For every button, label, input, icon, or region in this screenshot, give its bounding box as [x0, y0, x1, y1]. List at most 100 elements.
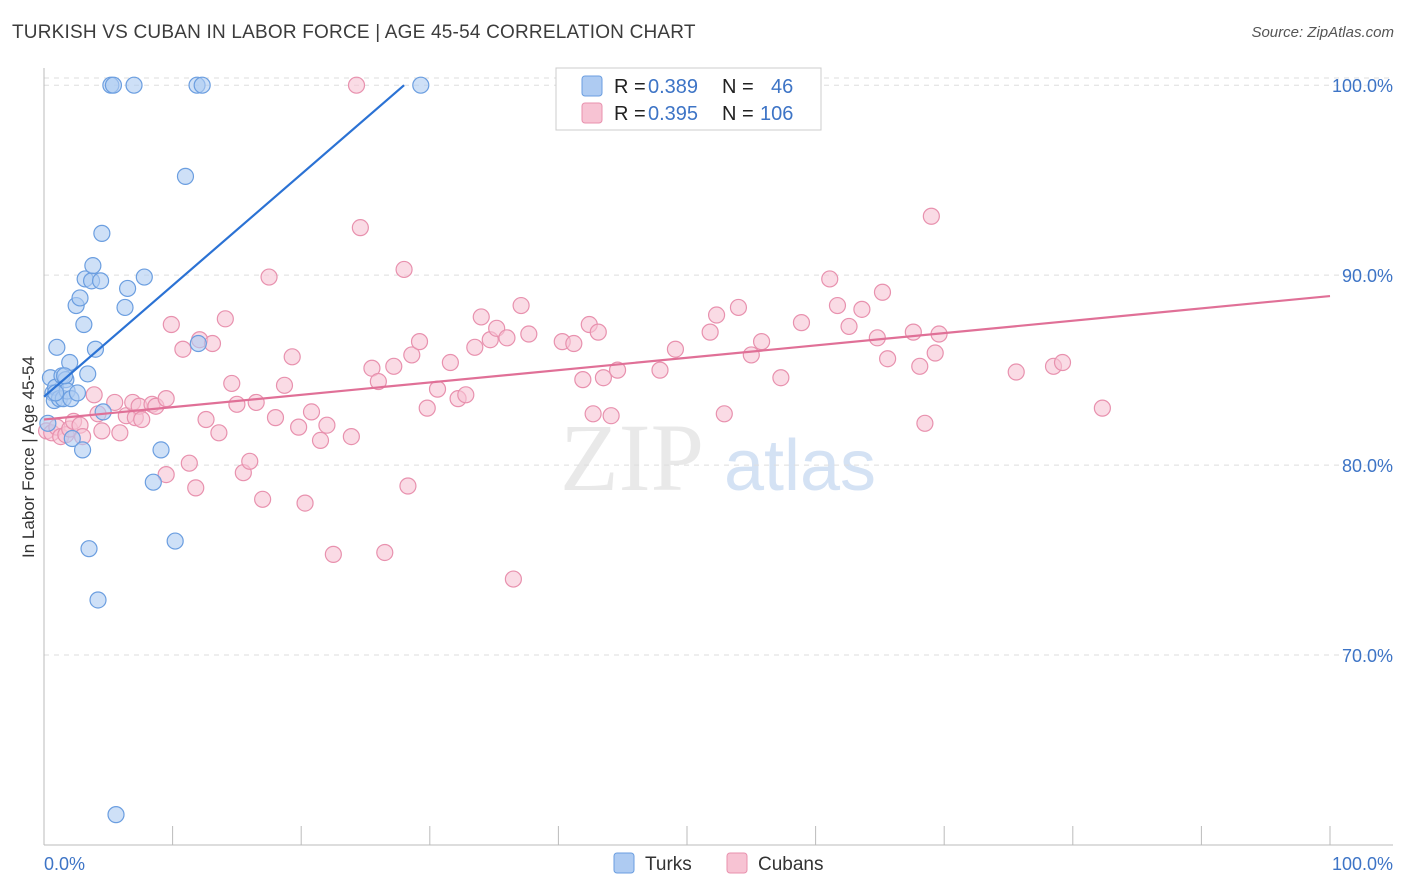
cubans-point-39	[266, 409, 285, 427]
y-tick-label-90: 90.0%	[1342, 266, 1393, 286]
turks-point-13	[63, 429, 81, 448]
cubans-point-83	[701, 323, 719, 341]
cubans-point-25	[180, 454, 198, 472]
turks-point-39	[176, 167, 195, 185]
cubans-point-106	[1053, 353, 1072, 372]
cubans-point-35	[241, 452, 259, 470]
bottom-legend-swatch-turks	[613, 852, 635, 874]
svg-text:R = 0.389 N =: R = 0.389 N = 46	[614, 76, 793, 98]
cubans-point-47	[324, 545, 342, 563]
y-axis-label: In Labor Force | Age 45-54	[19, 356, 38, 558]
svg-text:R = 0.395 N =: R = 0.395 N = 106	[614, 103, 793, 125]
bottom-legend-swatch-cubans	[726, 852, 748, 874]
cubans-point-50	[351, 219, 369, 237]
cubans-point-68	[498, 329, 516, 347]
legend-n-label-cubans: N =	[722, 103, 759, 125]
cubans-point-95	[868, 329, 886, 347]
turks-point-42	[193, 76, 211, 94]
legend-n-value-turks: 46	[771, 76, 793, 98]
cubans-point-74	[574, 371, 592, 389]
series-legend: Turks Cubans	[613, 852, 824, 875]
turks-point-28	[94, 403, 112, 421]
cubans-point-78	[594, 369, 613, 387]
source-credit: Source: ZipAtlas.com	[1251, 24, 1394, 41]
cubans-point-60	[428, 380, 447, 398]
cubans-point-90	[792, 314, 811, 332]
cubans-point-57	[403, 346, 421, 364]
cubans-point-96	[873, 283, 892, 301]
cubans-point-42	[290, 418, 308, 436]
turks-point-43	[412, 76, 430, 94]
y-tick-label-80: 80.0%	[1342, 456, 1393, 476]
cubans-point-40	[275, 376, 294, 394]
cubans-point-12	[106, 393, 124, 412]
turks-point-37	[152, 441, 170, 459]
cubans-point-93	[840, 317, 858, 336]
cubans-point-54	[385, 357, 403, 375]
cubans-point-107	[1093, 399, 1111, 417]
cubans-points	[37, 76, 1111, 588]
cubans-point-22	[157, 465, 175, 484]
cubans-point-89	[772, 369, 790, 387]
cubans-point-21	[157, 390, 175, 408]
cubans-point-97	[879, 350, 897, 368]
cubans-point-98	[904, 323, 922, 341]
cubans-point-45	[311, 431, 330, 450]
bottom-legend-label-turks: Turks	[645, 854, 692, 875]
cubans-point-88	[752, 333, 771, 351]
cubans-point-43	[296, 494, 314, 512]
turks-point-17	[73, 441, 92, 459]
y-tick-label-70: 70.0%	[1342, 646, 1393, 666]
cubans-point-30	[210, 424, 228, 442]
turks-point-24	[86, 340, 105, 358]
cubans-point-100	[916, 414, 934, 432]
cubans-point-87	[742, 346, 760, 364]
cubans-point-55	[395, 260, 413, 279]
turks-point-27	[93, 224, 111, 242]
cubans-point-49	[347, 76, 366, 94]
legend-swatch-turks	[581, 75, 603, 97]
cubans-point-53	[376, 543, 394, 562]
cubans-point-61	[441, 353, 459, 372]
cubans-point-32	[223, 374, 241, 393]
watermark-atlas: atlas	[724, 426, 876, 506]
cubans-point-82	[666, 340, 685, 358]
turks-point-33	[118, 279, 137, 298]
cubans-point-38	[260, 268, 278, 286]
x-tick-label-max: 100.0%	[1332, 854, 1393, 874]
cubans-point-73	[565, 334, 583, 353]
legend-r-value-cubans: 0.395	[648, 103, 698, 125]
cubans-point-77	[589, 323, 607, 341]
gridlines	[44, 77, 1393, 656]
cubans-point-71	[520, 325, 538, 343]
turks-point-23	[84, 257, 102, 275]
cubans-point-11	[93, 422, 111, 440]
cubans-point-48	[342, 428, 360, 446]
cubans-point-76	[584, 405, 602, 423]
turks-point-5	[48, 338, 66, 356]
cubans-trend-line	[43, 294, 1331, 421]
cubans-point-84	[707, 306, 726, 324]
cubans-point-37	[254, 490, 272, 508]
legend-swatch-cubans	[581, 102, 603, 124]
cubans-point-81	[651, 361, 669, 379]
cubans-point-99	[911, 357, 929, 375]
cubans-point-70	[512, 296, 530, 315]
cubans-point-79	[602, 407, 620, 425]
turks-point-41	[189, 334, 207, 353]
cubans-point-69	[504, 570, 522, 588]
cubans-point-31	[216, 310, 234, 328]
turks-point-31	[107, 806, 125, 824]
trend-lines	[43, 84, 1331, 421]
watermark-zip: ZIP	[560, 404, 704, 511]
cubans-point-33	[228, 395, 246, 413]
turks-point-30	[104, 76, 123, 94]
chart-title: TURKISH VS CUBAN IN LABOR FORCE | AGE 45…	[12, 22, 696, 43]
turks-point-18	[75, 315, 93, 334]
cubans-point-26	[187, 479, 205, 497]
turks-point-32	[116, 298, 134, 317]
cubans-point-65	[472, 308, 490, 326]
cubans-point-56	[399, 477, 417, 495]
cubans-point-52	[369, 372, 387, 391]
